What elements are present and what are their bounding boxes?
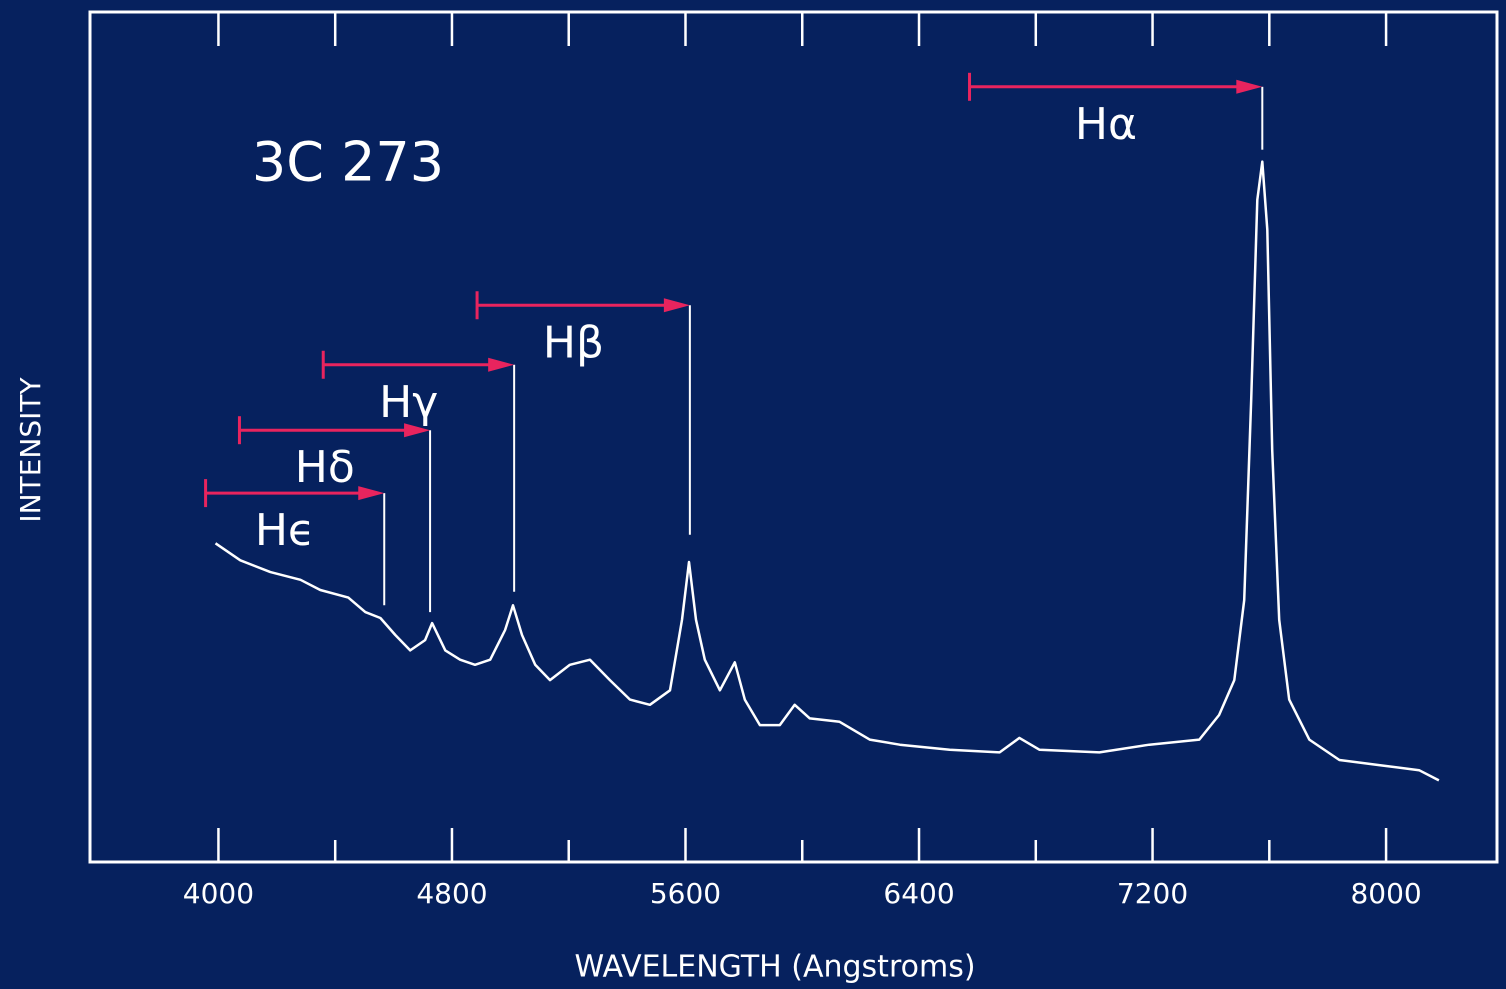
redshift-arrow-head: [404, 423, 431, 438]
redshift-arrow-head: [358, 486, 385, 501]
line-label: Hβ: [543, 317, 604, 368]
x-tick-label: 7200: [1117, 877, 1188, 910]
x-tick-label: 8000: [1350, 877, 1421, 910]
x-tick-label: 6400: [883, 877, 954, 910]
x-axis-label: WAVELENGTH (Angstroms): [574, 950, 975, 985]
line-label: Hγ: [379, 377, 438, 428]
line-label: Hα: [1075, 99, 1137, 150]
chart-title: 3C 273: [252, 131, 444, 194]
line-label: Hδ: [295, 442, 355, 493]
x-tick-label: 5600: [650, 877, 721, 910]
y-axis-label: INTENSITY: [14, 377, 47, 523]
x-tick-label: 4800: [416, 877, 487, 910]
redshift-arrow-head: [663, 298, 690, 313]
redshift-arrow-head: [488, 357, 515, 372]
line-label: Hϵ: [255, 505, 315, 556]
x-tick-label: 4000: [183, 877, 254, 910]
spectrum-line: [214, 160, 1440, 782]
plot-frame: [88, 10, 1499, 864]
redshift-arrow-head: [1236, 79, 1263, 94]
